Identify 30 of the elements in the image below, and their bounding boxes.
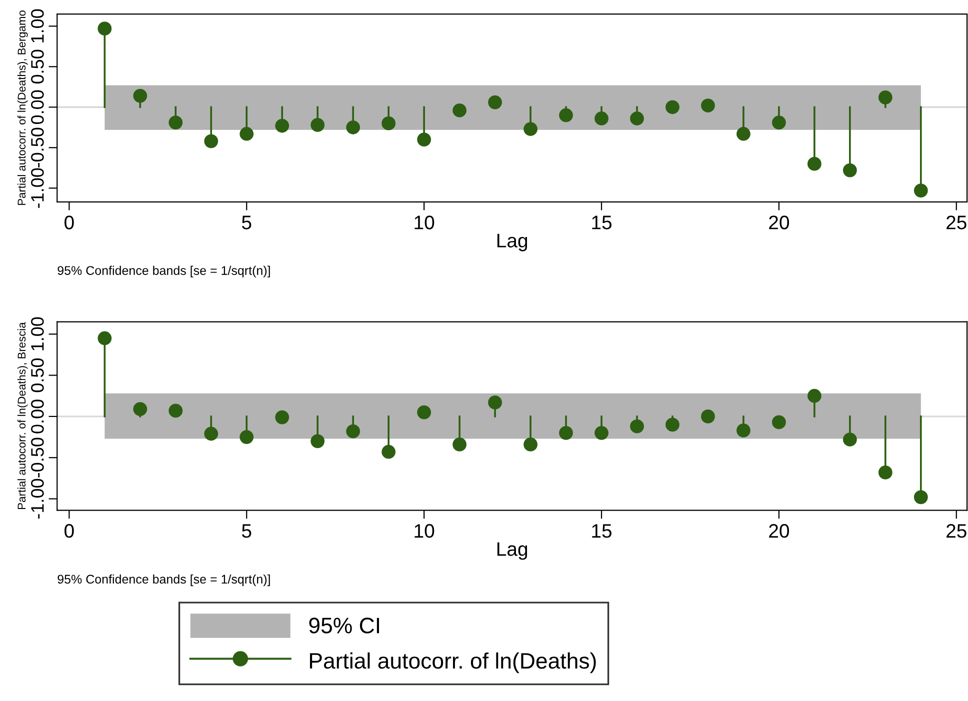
y-tick-label: -1.00 — [31, 168, 44, 208]
y-tick-label: -0.50 — [31, 128, 44, 168]
y-tick-label: -1.00 — [31, 478, 44, 519]
x-tick-label: 10 — [414, 216, 434, 230]
x-tick-label: 5 — [242, 216, 252, 230]
legend-label: Partial autocorr. of ln(Deaths) — [310, 652, 596, 674]
x-tick-label: 20 — [769, 216, 789, 230]
x-tick-label: 25 — [946, 524, 966, 538]
y-axis-title: Partial autocorr. of ln(Deaths), Brescia — [17, 322, 28, 509]
x-axis-title: Lag — [497, 234, 528, 252]
y-tick-label: 0.50 — [31, 50, 44, 84]
y-tick-label: 0.50 — [31, 358, 44, 392]
legend-label: 95% CI — [309, 618, 379, 634]
x-tick-label: 5 — [242, 524, 252, 538]
x-axis-title: Lag — [497, 542, 528, 560]
y-tick-label: -0.50 — [31, 438, 44, 478]
x-tick-label: 0 — [64, 524, 74, 538]
x-tick-label: 10 — [414, 524, 434, 538]
text: 95% Confidence bands [se = 1/sqrt(n)] — [58, 266, 270, 278]
x-tick-label: 0 — [64, 216, 74, 230]
y-tick-label: 0.00 — [31, 90, 44, 124]
y-tick-label: 1.00 — [31, 317, 44, 350]
x-tick-label: 15 — [592, 216, 612, 230]
text: 95% Confidence bands [se = 1/sqrt(n)] — [58, 574, 270, 586]
x-tick-label: 20 — [769, 524, 789, 538]
x-tick-label: 25 — [946, 216, 966, 230]
x-tick-label: 15 — [592, 524, 612, 538]
y-tick-label: 0.00 — [31, 400, 44, 434]
y-axis-title: Partial autocorr. of ln(Deaths), Bergamo — [17, 10, 28, 205]
y-tick-label: 1.00 — [31, 9, 44, 42]
